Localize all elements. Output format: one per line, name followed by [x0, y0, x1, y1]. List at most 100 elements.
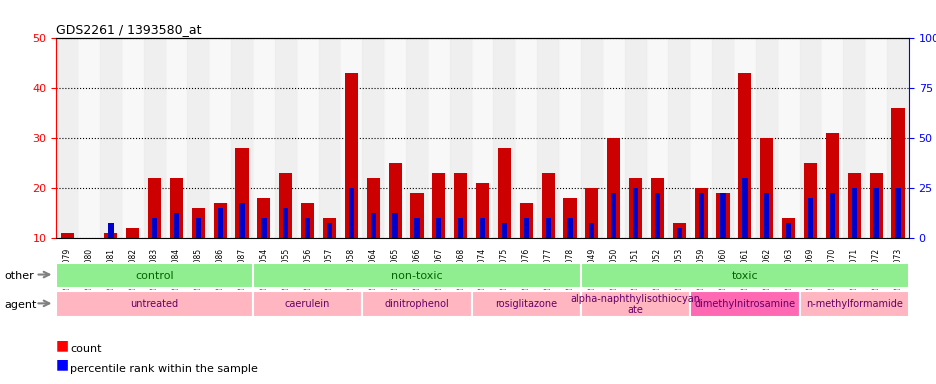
Bar — [716, 193, 729, 288]
Bar — [327, 223, 331, 238]
Bar — [523, 218, 528, 238]
FancyBboxPatch shape — [580, 291, 690, 317]
Text: alpha-naphthylisothiocyan
ate: alpha-naphthylisothiocyan ate — [570, 293, 700, 315]
Bar — [502, 223, 506, 238]
Bar — [388, 163, 402, 288]
Bar — [676, 228, 681, 238]
Bar — [449, 38, 471, 238]
Bar — [428, 38, 449, 238]
Bar — [755, 38, 777, 238]
Bar — [694, 188, 707, 288]
Bar — [100, 38, 122, 238]
Bar — [414, 218, 419, 238]
Bar — [109, 223, 113, 238]
Bar — [602, 38, 624, 238]
Bar — [515, 38, 536, 238]
Bar — [559, 38, 580, 238]
Bar — [384, 38, 405, 238]
Bar — [667, 38, 690, 238]
Bar — [436, 218, 441, 238]
FancyBboxPatch shape — [56, 263, 253, 288]
Bar — [698, 193, 703, 238]
Text: dinitrophenol: dinitrophenol — [384, 299, 449, 310]
Bar — [166, 38, 187, 238]
Bar — [318, 38, 340, 238]
Bar — [624, 38, 646, 238]
Bar — [305, 218, 310, 238]
Bar — [580, 38, 602, 238]
Bar — [567, 218, 572, 238]
Text: dimethylnitrosamine: dimethylnitrosamine — [694, 299, 795, 310]
Bar — [654, 193, 659, 238]
Bar — [519, 203, 533, 288]
Bar — [240, 203, 244, 238]
Bar — [585, 188, 598, 288]
Bar — [785, 223, 790, 238]
Bar — [297, 38, 318, 238]
Text: other: other — [5, 271, 35, 281]
Bar — [405, 38, 428, 238]
Bar — [104, 233, 117, 288]
Bar — [126, 228, 139, 288]
Bar — [545, 218, 550, 238]
Text: non-toxic: non-toxic — [390, 270, 443, 281]
FancyBboxPatch shape — [253, 291, 362, 317]
FancyBboxPatch shape — [690, 291, 798, 317]
Bar — [610, 193, 616, 238]
Bar — [348, 188, 354, 238]
Bar — [711, 38, 733, 238]
Bar — [61, 233, 74, 288]
Bar — [283, 208, 288, 238]
Bar — [497, 148, 510, 288]
Bar — [764, 193, 768, 238]
Bar — [187, 38, 209, 238]
Bar — [493, 38, 515, 238]
Bar — [431, 173, 445, 288]
FancyBboxPatch shape — [56, 291, 253, 317]
Bar — [872, 188, 878, 238]
Bar — [479, 218, 485, 238]
Bar — [253, 38, 274, 238]
Bar — [143, 38, 166, 238]
Bar — [410, 193, 423, 288]
Bar — [886, 38, 908, 238]
Bar — [340, 38, 362, 238]
Bar — [371, 213, 375, 238]
Bar — [458, 218, 462, 238]
Bar — [122, 38, 143, 238]
Bar — [213, 203, 227, 288]
Bar — [890, 108, 903, 288]
Text: GDS2261 / 1393580_at: GDS2261 / 1393580_at — [56, 23, 201, 36]
Bar — [825, 133, 838, 288]
Bar — [646, 38, 667, 238]
Text: toxic: toxic — [731, 270, 757, 281]
Text: percentile rank within the sample: percentile rank within the sample — [70, 364, 258, 374]
Bar — [169, 178, 183, 288]
Bar — [217, 208, 223, 238]
Bar — [842, 38, 864, 238]
Bar — [471, 38, 493, 238]
Bar — [563, 198, 576, 288]
Bar — [279, 173, 292, 288]
Bar — [300, 203, 314, 288]
Text: ■: ■ — [56, 338, 69, 353]
Text: ■: ■ — [56, 358, 69, 372]
Bar — [589, 223, 593, 238]
Bar — [821, 38, 842, 238]
Bar — [738, 73, 751, 288]
FancyBboxPatch shape — [580, 263, 908, 288]
Bar — [209, 38, 231, 238]
Bar — [192, 208, 205, 288]
Bar — [148, 178, 161, 288]
Bar — [231, 38, 253, 238]
Bar — [261, 218, 266, 238]
Text: rosiglitazone: rosiglitazone — [495, 299, 557, 310]
Bar — [720, 193, 724, 238]
Text: control: control — [135, 270, 174, 281]
FancyBboxPatch shape — [362, 291, 471, 317]
Text: untreated: untreated — [130, 299, 179, 310]
Bar — [829, 193, 834, 238]
Bar — [651, 178, 664, 288]
Bar — [782, 218, 795, 288]
Bar — [323, 218, 336, 288]
